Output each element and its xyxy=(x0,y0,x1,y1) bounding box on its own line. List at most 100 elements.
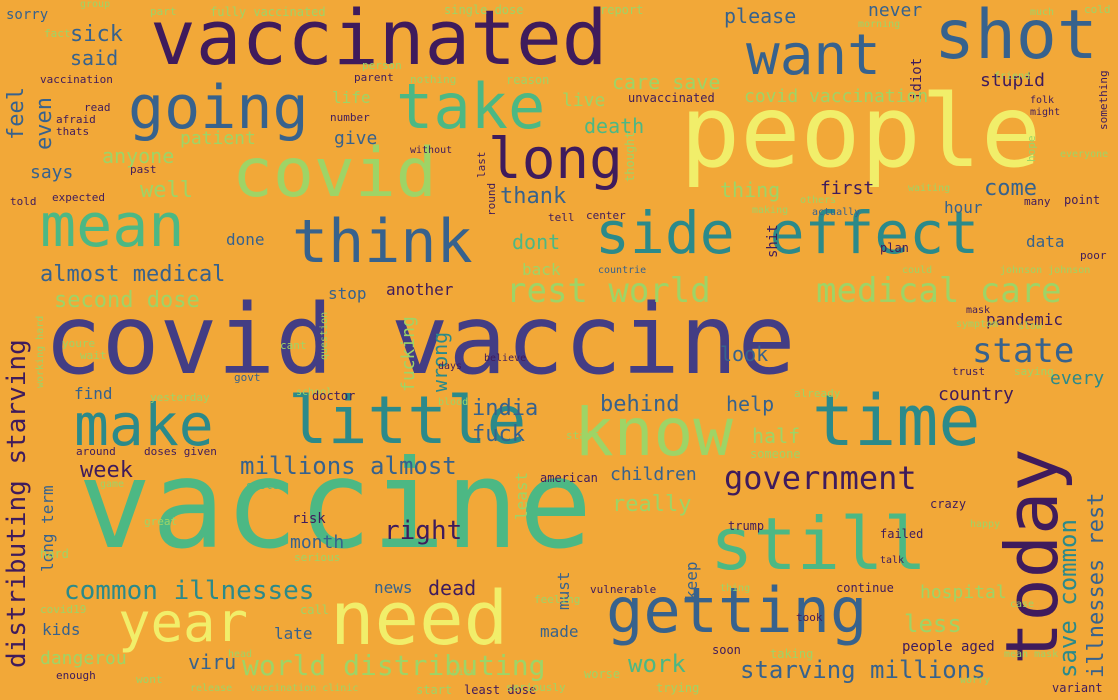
word: common illnesses xyxy=(64,576,315,606)
word: covid vaccine xyxy=(44,284,796,396)
word: less xyxy=(904,610,962,638)
word: really xyxy=(612,492,692,517)
word: expected xyxy=(52,191,105,204)
word: might xyxy=(1030,107,1061,118)
word: least dose xyxy=(464,683,537,697)
word: took xyxy=(796,611,823,624)
word: said xyxy=(70,46,119,70)
word: taking xyxy=(770,647,814,661)
word: another xyxy=(386,280,454,299)
word: year xyxy=(118,591,249,654)
word: help xyxy=(726,392,775,416)
word: game xyxy=(100,479,125,490)
word: wait xyxy=(80,349,107,362)
word: vaccine xyxy=(78,434,593,576)
word: slow xyxy=(1018,321,1043,332)
word: staff xyxy=(566,429,600,442)
word: govt xyxy=(234,371,261,384)
word: school xyxy=(296,387,333,398)
word: continue xyxy=(836,581,894,595)
word: vulnerable xyxy=(590,583,657,596)
word: shit xyxy=(765,224,781,258)
word: thats xyxy=(56,125,90,138)
word: seriously xyxy=(506,681,566,694)
word: children xyxy=(610,464,697,485)
word: number xyxy=(330,111,370,124)
word: told xyxy=(10,195,37,208)
word: starving millions xyxy=(740,656,986,684)
word: case xyxy=(1010,599,1035,610)
word: time xyxy=(812,380,981,462)
word: vaccinated xyxy=(150,0,608,82)
word: crazy xyxy=(930,497,967,511)
word: yesterday xyxy=(150,391,210,404)
word: getting xyxy=(606,574,868,647)
word: person xyxy=(362,59,402,72)
word: thank xyxy=(500,184,567,209)
word: cold xyxy=(1084,3,1111,16)
word: talk xyxy=(880,555,905,566)
word: doses given xyxy=(144,445,217,458)
word: people xyxy=(680,73,1042,190)
word: doctor xyxy=(312,389,356,403)
word: rest world xyxy=(506,271,711,311)
word: friend xyxy=(994,71,1031,82)
word: covid xyxy=(232,134,437,213)
word: fully vaccinated xyxy=(210,5,326,19)
word: half xyxy=(752,424,801,448)
word: come xyxy=(984,176,1037,201)
word: around xyxy=(76,445,116,458)
word: know xyxy=(574,394,733,471)
word: question xyxy=(319,311,330,360)
word: shot xyxy=(934,0,1098,75)
word: mask xyxy=(966,305,991,316)
word: look xyxy=(720,342,769,366)
word: release xyxy=(190,683,233,694)
word: people aged xyxy=(902,639,995,655)
word: feel xyxy=(4,87,29,140)
word: want xyxy=(746,23,881,88)
word: distributing starving xyxy=(2,339,32,668)
word: dont xyxy=(512,230,561,254)
word: hour xyxy=(944,198,983,217)
word: life xyxy=(332,88,371,107)
word: saying xyxy=(1014,365,1054,378)
word: first xyxy=(820,178,875,199)
word: serious xyxy=(294,551,341,564)
word: could xyxy=(902,265,933,276)
word: long xyxy=(488,127,623,192)
word: week xyxy=(80,458,133,483)
word: center xyxy=(586,209,626,222)
word: part xyxy=(150,5,177,18)
word: worry xyxy=(960,675,991,686)
word: everyone xyxy=(1060,149,1109,160)
word: second dose xyxy=(54,288,200,313)
word: poor xyxy=(1080,249,1107,262)
word: millions almost xyxy=(240,452,457,480)
word: find xyxy=(74,384,113,403)
word: month xyxy=(290,532,345,553)
word: great xyxy=(144,515,178,528)
word: fuck xyxy=(472,422,525,447)
word: report xyxy=(600,3,644,17)
word: covid vaccination xyxy=(744,86,929,107)
word: last xyxy=(475,151,488,179)
word: cant xyxy=(280,339,307,352)
word: system xyxy=(246,479,286,492)
word: viru xyxy=(188,650,237,674)
word: tell xyxy=(548,211,575,224)
word: news xyxy=(374,578,413,597)
word: morning xyxy=(858,19,901,30)
word: state xyxy=(972,331,1075,371)
word: right xyxy=(384,516,463,546)
word: variant xyxy=(1052,681,1103,695)
word: failed xyxy=(880,527,924,541)
word: need xyxy=(330,576,509,662)
word: take xyxy=(396,70,546,143)
word: even xyxy=(32,97,57,150)
word: anyone xyxy=(102,144,175,168)
word: days xyxy=(438,361,463,372)
word: nothing xyxy=(410,73,457,86)
word: plan xyxy=(880,241,909,255)
word: group xyxy=(80,0,111,10)
